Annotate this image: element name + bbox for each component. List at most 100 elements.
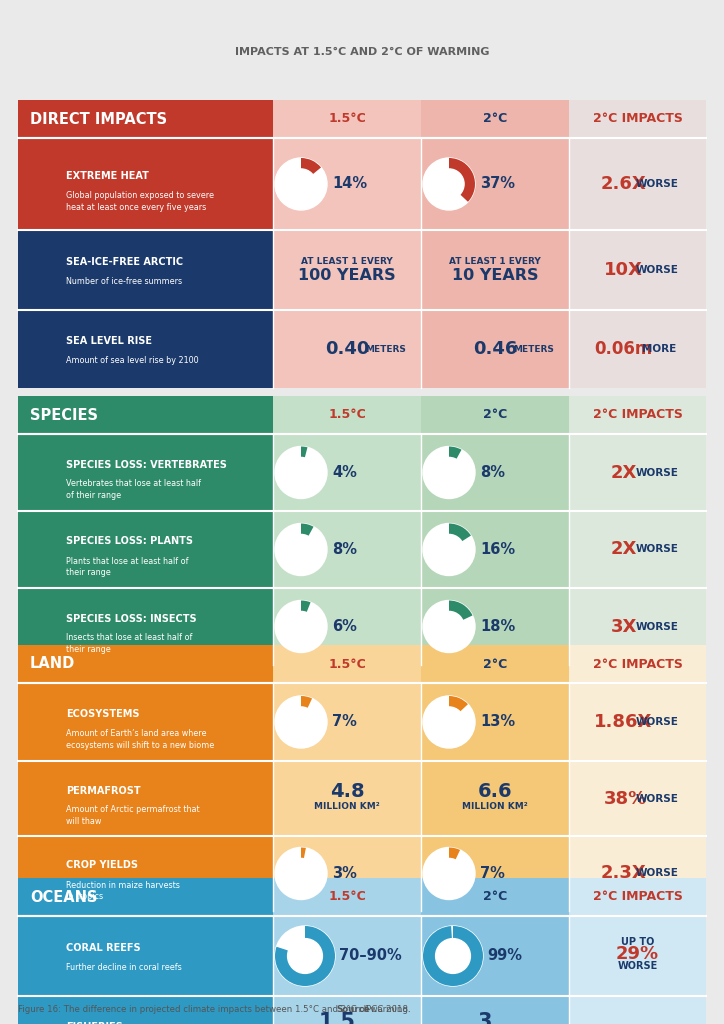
- Text: 6%: 6%: [332, 618, 357, 634]
- Bar: [18, 645, 273, 683]
- Wedge shape: [449, 696, 468, 722]
- Text: 2°C IMPACTS: 2°C IMPACTS: [592, 409, 683, 422]
- Bar: [18, 761, 273, 836]
- Bar: [569, 588, 706, 665]
- Text: 2°C IMPACTS: 2°C IMPACTS: [592, 657, 683, 671]
- Text: 2°C: 2°C: [483, 657, 507, 671]
- Wedge shape: [275, 926, 335, 986]
- Bar: [273, 836, 421, 911]
- Bar: [569, 396, 706, 434]
- Text: WORSE: WORSE: [636, 179, 679, 189]
- Text: WORSE: WORSE: [636, 545, 679, 555]
- Circle shape: [286, 707, 316, 737]
- Text: MILLION KM²: MILLION KM²: [462, 802, 528, 811]
- Bar: [273, 230, 421, 310]
- Text: 38%: 38%: [604, 790, 647, 808]
- Bar: [569, 996, 706, 1024]
- Text: PERMAFROST: PERMAFROST: [66, 785, 140, 796]
- Circle shape: [423, 446, 475, 499]
- Circle shape: [275, 848, 327, 899]
- Bar: [273, 434, 421, 511]
- Bar: [569, 645, 706, 683]
- Wedge shape: [301, 600, 311, 627]
- Text: Reduction in maize harvests
in tropics: Reduction in maize harvests in tropics: [66, 881, 180, 901]
- Wedge shape: [301, 848, 306, 873]
- Bar: [421, 396, 569, 434]
- Bar: [569, 761, 706, 836]
- Bar: [273, 396, 421, 434]
- Text: 2°C IMPACTS: 2°C IMPACTS: [592, 891, 683, 903]
- Wedge shape: [301, 158, 321, 184]
- Wedge shape: [449, 158, 475, 202]
- Text: 4.8: 4.8: [329, 782, 364, 801]
- Text: WORSE: WORSE: [636, 622, 679, 632]
- Text: 99%: 99%: [487, 948, 522, 964]
- Text: 8%: 8%: [332, 542, 357, 557]
- Text: CORAL REEFS: CORAL REEFS: [66, 943, 140, 953]
- Text: EXTREME HEAT: EXTREME HEAT: [66, 171, 149, 181]
- Text: : IPCC 2018.: : IPCC 2018.: [358, 1006, 411, 1015]
- Text: FISHERIES: FISHERIES: [66, 1022, 123, 1024]
- Circle shape: [434, 611, 464, 642]
- Text: 1.5: 1.5: [319, 1012, 355, 1024]
- Bar: [18, 878, 273, 916]
- Text: 1.5°C: 1.5°C: [328, 891, 366, 903]
- Text: IMPACTS AT 1.5°C AND 2°C OF WARMING: IMPACTS AT 1.5°C AND 2°C OF WARMING: [235, 47, 489, 57]
- Bar: [569, 878, 706, 916]
- Text: 2°C: 2°C: [483, 113, 507, 126]
- Text: 14%: 14%: [332, 176, 367, 191]
- Text: 29%: 29%: [616, 945, 659, 963]
- Text: 13%: 13%: [480, 715, 515, 729]
- Text: SPECIES: SPECIES: [30, 408, 98, 423]
- Text: SPECIES LOSS: VERTEBRATES: SPECIES LOSS: VERTEBRATES: [66, 460, 227, 469]
- Text: WORSE: WORSE: [618, 961, 657, 971]
- Bar: [18, 996, 273, 1024]
- Circle shape: [423, 926, 483, 986]
- Circle shape: [286, 858, 316, 889]
- Text: 6.6: 6.6: [478, 782, 513, 801]
- Circle shape: [423, 696, 475, 748]
- Text: WORSE: WORSE: [636, 265, 679, 275]
- Bar: [273, 996, 421, 1024]
- Circle shape: [275, 926, 335, 986]
- Text: ECOSYSTEMS: ECOSYSTEMS: [66, 709, 140, 719]
- Bar: [569, 683, 706, 761]
- Text: 3%: 3%: [332, 866, 357, 881]
- Text: WORSE: WORSE: [636, 868, 679, 879]
- Bar: [421, 645, 569, 683]
- Bar: [421, 100, 569, 138]
- Text: 1.5°C: 1.5°C: [328, 113, 366, 126]
- Text: Figure 16: The difference in projected climate impacts between 1.5°C and 2°C of : Figure 16: The difference in projected c…: [18, 1006, 413, 1015]
- Text: WORSE: WORSE: [636, 717, 679, 727]
- Text: Global population exposed to severe
heat at least once every five years: Global population exposed to severe heat…: [66, 191, 214, 212]
- Text: 2X: 2X: [610, 464, 636, 481]
- Text: 1.86X: 1.86X: [594, 713, 653, 731]
- Bar: [273, 511, 421, 588]
- Bar: [421, 878, 569, 916]
- Bar: [18, 100, 273, 138]
- Circle shape: [275, 600, 327, 652]
- Text: DIRECT IMPACTS: DIRECT IMPACTS: [30, 112, 167, 127]
- Text: SPECIES LOSS: INSECTS: SPECIES LOSS: INSECTS: [66, 613, 197, 624]
- Text: 7%: 7%: [332, 715, 357, 729]
- Circle shape: [275, 523, 327, 575]
- Circle shape: [275, 158, 327, 210]
- Bar: [18, 434, 273, 511]
- Bar: [273, 683, 421, 761]
- Text: UP TO: UP TO: [620, 937, 654, 947]
- Text: 10 YEARS: 10 YEARS: [452, 267, 538, 283]
- Bar: [18, 138, 273, 230]
- Circle shape: [286, 458, 316, 487]
- Text: 3X: 3X: [610, 617, 636, 636]
- Bar: [421, 230, 569, 310]
- Text: METERS: METERS: [513, 344, 554, 353]
- Text: Vertebrates that lose at least half
of their range: Vertebrates that lose at least half of t…: [66, 479, 201, 501]
- Text: 0.40: 0.40: [325, 340, 369, 358]
- Text: CROP YIELDS: CROP YIELDS: [66, 860, 138, 870]
- Text: 2°C IMPACTS: 2°C IMPACTS: [592, 113, 683, 126]
- Wedge shape: [449, 523, 471, 550]
- Bar: [421, 138, 569, 230]
- Bar: [18, 588, 273, 665]
- Bar: [18, 511, 273, 588]
- Bar: [273, 916, 421, 996]
